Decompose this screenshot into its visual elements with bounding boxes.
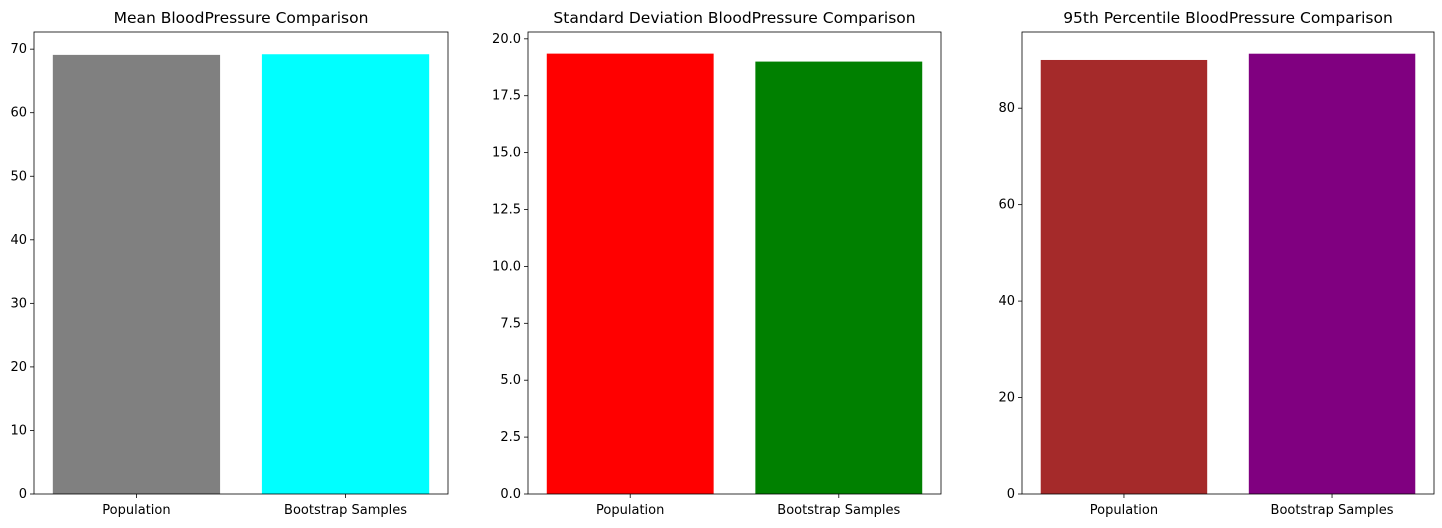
y-tick-label: 40 xyxy=(10,233,27,248)
y-tick-label: 7.5 xyxy=(500,316,521,331)
y-tick-label: 0.0 xyxy=(500,487,521,502)
bar-mean-1 xyxy=(261,54,430,494)
chart-title: 95th Percentile BloodPressure Comparison xyxy=(1063,9,1393,27)
y-tick-label: 10.0 xyxy=(492,259,521,274)
chart-mean-bloodpressure: 0 10 20 30 40 50 60 70 Population Bootstrap Sampl… xyxy=(10,9,449,518)
y-tick-label: 15.0 xyxy=(492,146,521,161)
axes-frame xyxy=(1021,31,1435,495)
y-tick-label: 20.0 xyxy=(492,32,521,47)
y-tick-label: 70 xyxy=(10,42,27,57)
x-tick-label: Population xyxy=(102,503,170,518)
y-tick-label: 20 xyxy=(10,360,27,375)
y-tick-label: 60 xyxy=(10,106,27,121)
bar-std-1 xyxy=(755,61,923,494)
chart-title: Mean BloodPressure Comparison xyxy=(114,9,369,27)
x-tick-label: Population xyxy=(1090,503,1158,518)
y-tick-label: 80 xyxy=(998,101,1015,116)
y-tick-label: 40 xyxy=(998,294,1015,309)
y-tick-label: 0 xyxy=(19,487,27,502)
y-tick-label: 12.5 xyxy=(492,203,521,218)
bar-p95-1 xyxy=(1248,53,1416,494)
y-tick-label: 50 xyxy=(10,169,27,184)
axes-frame xyxy=(527,31,942,495)
x-tick-label: Bootstrap Samples xyxy=(1271,503,1394,518)
y-tick-label: 0 xyxy=(1007,487,1015,502)
bar-mean-0 xyxy=(52,54,221,495)
axes-frame xyxy=(33,31,449,495)
y-tick-label: 2.5 xyxy=(500,430,521,445)
y-tick-label: 5.0 xyxy=(500,373,521,388)
x-tick-label: Bootstrap Samples xyxy=(284,503,407,518)
y-tick-label: 60 xyxy=(998,198,1015,213)
chart-p95-bloodpressure: 0 20 40 60 80 Population Bootstrap Samples 95th… xyxy=(998,9,1435,518)
bar-std-0 xyxy=(546,53,714,494)
x-tick-label: Population xyxy=(596,503,664,518)
y-tick-label: 17.5 xyxy=(492,89,521,104)
y-tick-label: 30 xyxy=(10,296,27,311)
x-tick-label: Bootstrap Samples xyxy=(777,503,900,518)
y-tick-label: 20 xyxy=(998,391,1015,406)
y-tick-label: 10 xyxy=(10,423,27,438)
chart-std-bloodpressure: 0.0 2.5 5.0 7.5 10.0 12.5 15.0 17.5 20.0 Populati… xyxy=(492,9,942,518)
chart-title: Standard Deviation BloodPressure Compari… xyxy=(553,9,915,27)
bar-p95-0 xyxy=(1040,59,1208,495)
